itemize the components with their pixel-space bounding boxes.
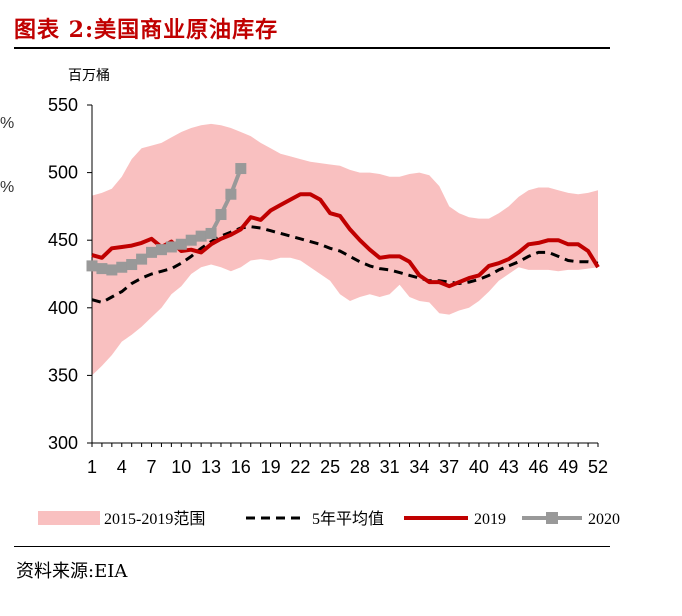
axes-layer: 300 350 400 450 500 550 1 4 7 10 13 16 19 22 25 28 31 34 3… xyxy=(48,95,608,477)
edge-glyphs: % % xyxy=(0,92,14,220)
legend-swatch-2020-marker xyxy=(546,512,558,524)
x-tick-label: 31 xyxy=(380,457,400,477)
x-tick-label: 16 xyxy=(231,457,251,477)
page-title: 图表 2:美国商业原油库存 xyxy=(14,17,279,43)
series-point-2020 xyxy=(146,246,158,258)
series-point-2020 xyxy=(215,209,227,221)
series-point-2020 xyxy=(126,259,138,271)
title-divider xyxy=(14,47,610,49)
source-divider xyxy=(14,546,610,547)
y-unit-label: 百万桶 xyxy=(68,68,110,84)
series-layer xyxy=(86,163,600,305)
series-point-2020 xyxy=(165,241,177,253)
x-tick-label: 43 xyxy=(499,457,519,477)
x-tick-label: 1 xyxy=(87,457,97,477)
series-point-2020 xyxy=(96,263,108,275)
x-tick-label: 52 xyxy=(588,457,608,477)
legend-label-2019: 2019 xyxy=(474,511,506,528)
range-band-layer xyxy=(92,123,598,376)
x-tick-label: 13 xyxy=(201,457,221,477)
legend-label-5yr-avg: 5年平均值 xyxy=(312,510,384,528)
range-band xyxy=(92,123,598,376)
series-line-5yr-avg xyxy=(91,225,599,305)
series-point-2020 xyxy=(235,163,247,175)
y-tick-label: 300 xyxy=(48,433,78,453)
y-tick-label: 400 xyxy=(48,298,78,318)
series-point-2020 xyxy=(116,261,128,273)
edge-glyph: % xyxy=(0,115,15,132)
legend-label-2020: 2020 xyxy=(588,511,620,528)
y-tick-label: 350 xyxy=(48,365,78,385)
x-tick-label: 10 xyxy=(171,457,191,477)
legend-label-range: 2015-2019范围 xyxy=(104,510,205,528)
x-tick-label: 46 xyxy=(528,457,548,477)
x-tick-label: 4 xyxy=(117,457,127,477)
series-point-2020 xyxy=(205,227,217,239)
x-tick-label: 34 xyxy=(409,457,429,477)
y-tick-label: 450 xyxy=(48,230,78,250)
edge-glyph: % xyxy=(0,179,15,196)
x-tick-label: 22 xyxy=(290,457,310,477)
series-point-2020 xyxy=(106,264,118,276)
series-point-2020 xyxy=(86,260,98,272)
series-point-2020 xyxy=(155,244,167,256)
x-tick-label: 49 xyxy=(558,457,578,477)
x-tick-label: 40 xyxy=(469,457,489,477)
x-tick-label: 19 xyxy=(261,457,281,477)
legend-swatch-range xyxy=(38,511,100,525)
series-point-2020 xyxy=(136,253,148,265)
legend: 2015-2019范围 5年平均值 2019 2020 xyxy=(38,510,620,528)
x-tick-label: 28 xyxy=(350,457,370,477)
series-point-2020 xyxy=(185,234,197,246)
x-tick-label: 7 xyxy=(147,457,157,477)
x-tick-label: 37 xyxy=(439,457,459,477)
y-tick-label: 500 xyxy=(48,163,78,183)
source-note: 资料来源:EIA xyxy=(16,561,128,582)
y-tick-label: 550 xyxy=(48,95,78,115)
series-point-2020 xyxy=(175,238,187,250)
x-tick-label: 25 xyxy=(320,457,340,477)
series-point-2020 xyxy=(195,230,207,242)
series-point-2020 xyxy=(225,188,237,200)
